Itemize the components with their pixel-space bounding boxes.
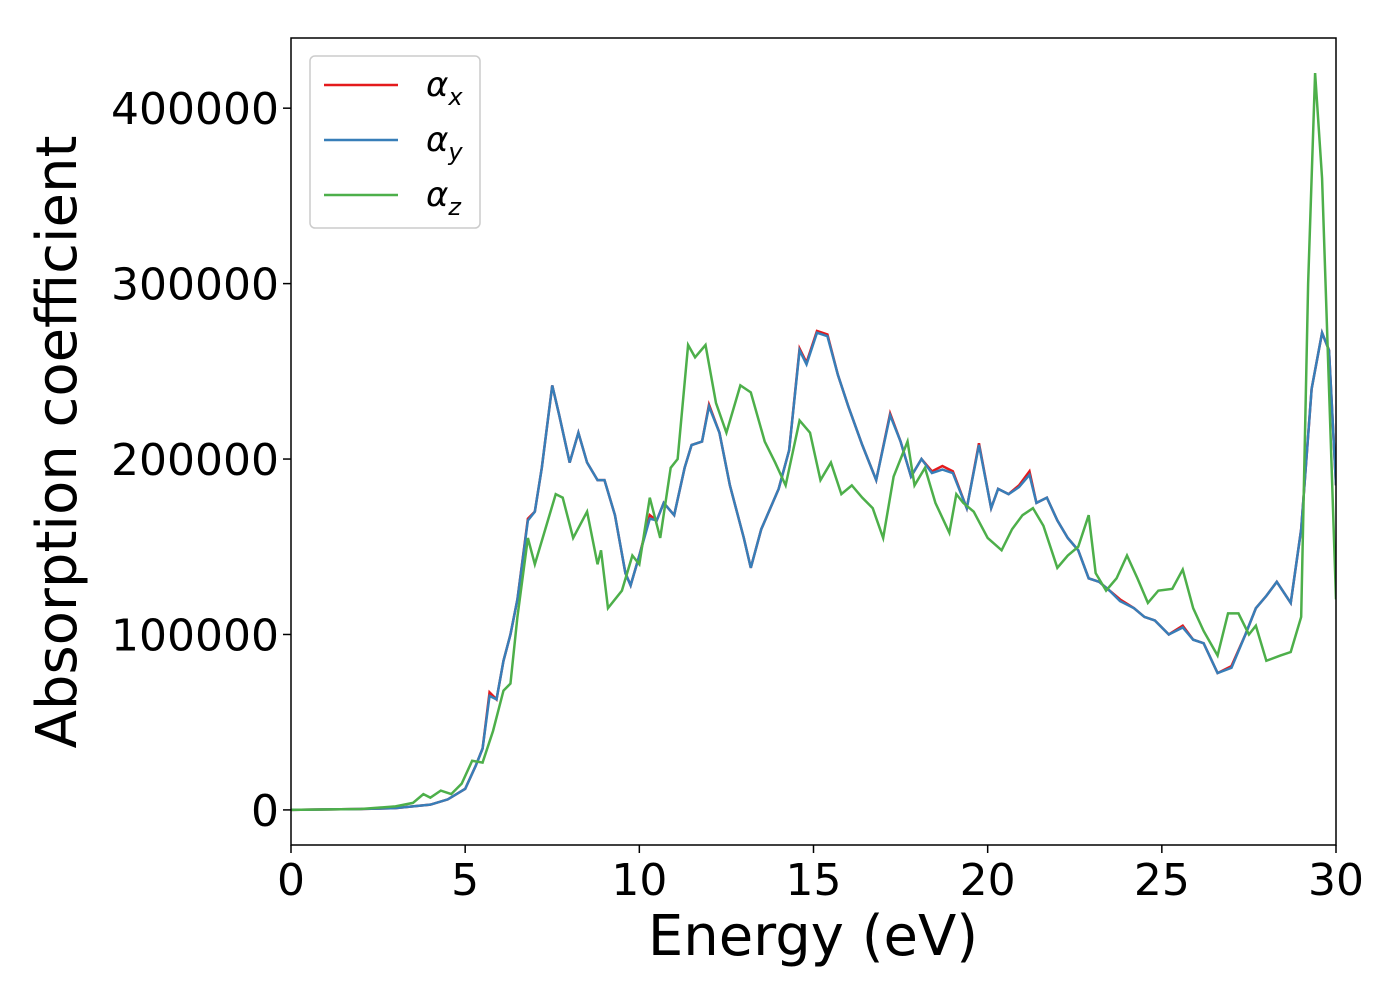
y-tick-label: 400000 [111, 84, 279, 135]
series-line [291, 328, 1336, 812]
x-tick-label: 0 [277, 855, 305, 906]
x-tick-label: 15 [786, 855, 842, 906]
y-tick-label: 300000 [111, 260, 279, 311]
x-tick-label: 10 [611, 855, 667, 906]
x-axis-label: Energy (eV) [648, 904, 978, 969]
plot-frame [290, 37, 1337, 846]
series-line [291, 73, 1336, 812]
y-tick-label: 200000 [111, 435, 279, 486]
y-tick-label: 100000 [111, 610, 279, 661]
y-axis-label: Absorption coefficient [25, 136, 90, 749]
x-tick-label: 30 [1308, 855, 1364, 906]
y-tick-label: 0 [251, 786, 279, 837]
x-tick-label: 20 [960, 855, 1016, 906]
x-tick-label: 25 [1134, 855, 1190, 906]
series-line [291, 328, 1336, 812]
x-tick-label: 5 [451, 855, 479, 906]
legend-box [309, 55, 481, 229]
legend-label: αz [426, 175, 462, 221]
